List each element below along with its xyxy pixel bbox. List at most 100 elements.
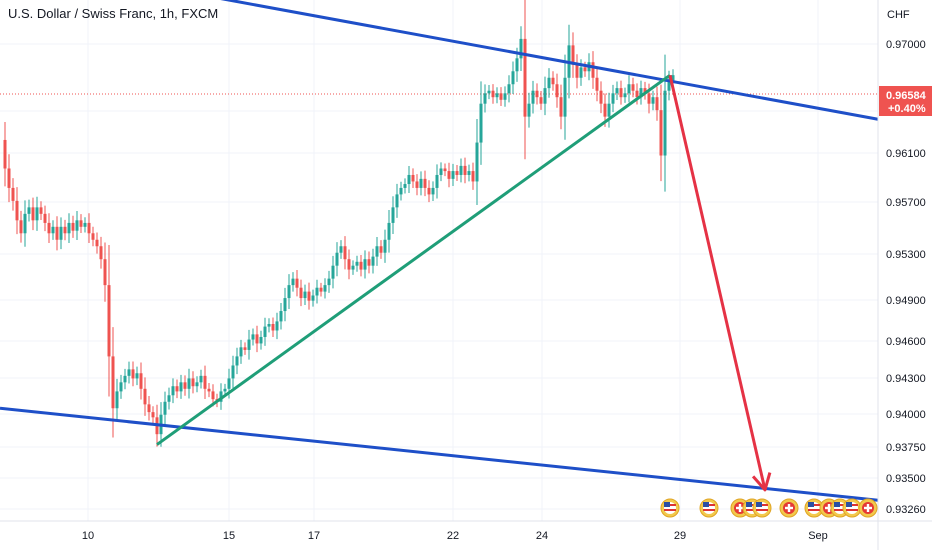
x-tick-label: 29 (674, 530, 686, 542)
candle-body (607, 103, 611, 117)
candle-body (271, 324, 275, 331)
currency-label: CHF (887, 9, 910, 21)
swiss-flag-icon[interactable] (779, 498, 799, 518)
trend-line (156, 73, 671, 446)
candle-body (551, 77, 555, 85)
candle-body (319, 287, 323, 292)
candle-body (139, 373, 143, 389)
candle-body (643, 88, 647, 94)
candle-body (203, 375, 207, 389)
candle-body (603, 103, 607, 117)
candle-body (291, 278, 295, 286)
candle-body (579, 67, 583, 78)
candle-body (623, 93, 627, 98)
candle-body (207, 388, 211, 392)
candle-body (59, 226, 63, 240)
candle-body (247, 339, 251, 350)
candle-body (527, 103, 531, 117)
candle-body (651, 97, 655, 104)
candle-body (631, 84, 635, 91)
y-tick-label: 0.94600 (886, 336, 926, 348)
candle-body (459, 165, 463, 175)
projection-arrow (668, 74, 767, 491)
candle-body (299, 287, 303, 299)
candle-body (491, 90, 495, 98)
candle-body (407, 174, 411, 185)
x-tick-label: 10 (82, 530, 94, 542)
candle-body (403, 184, 407, 188)
candle-body (103, 259, 107, 286)
last-price-badge: 0.96584 +0.40% (879, 86, 932, 116)
candle-body (223, 388, 227, 392)
candle-body (667, 80, 671, 91)
swiss-flag-icon[interactable] (858, 498, 878, 518)
projection-arrowhead (751, 472, 772, 492)
candle-body (519, 38, 523, 59)
candle-body (423, 178, 427, 188)
candle-body (447, 171, 451, 179)
candle-body (339, 246, 343, 253)
candle-body (119, 382, 123, 392)
candle-body (323, 285, 327, 292)
candle-body (95, 239, 99, 247)
candle-body (435, 174, 439, 188)
candle-body (287, 285, 291, 299)
candle-body (599, 90, 603, 104)
candle-body (35, 207, 39, 221)
candle-body (147, 404, 151, 413)
us-flag-icon[interactable] (752, 498, 772, 518)
candle-body (619, 88, 623, 98)
candle-body (371, 256, 375, 266)
candle-body (635, 90, 639, 98)
candle-body (359, 261, 363, 270)
candle-body (275, 321, 279, 331)
candle-body (43, 213, 47, 223)
candle-body (571, 45, 575, 65)
candle-body (31, 207, 35, 221)
candle-body (595, 77, 599, 91)
candle-body (327, 278, 331, 286)
us-flag-icon[interactable] (804, 498, 824, 518)
candle-body (471, 171, 475, 182)
event-markers (660, 498, 878, 518)
candle-body (547, 77, 551, 89)
us-flag-icon[interactable] (699, 498, 719, 518)
candle-body (187, 378, 191, 389)
y-tick-label: 0.94300 (886, 373, 926, 385)
last-price-value: 0.96584 (886, 90, 927, 102)
candle-body (131, 369, 135, 379)
candle-body (331, 265, 335, 279)
candle-body (467, 171, 471, 175)
candle-body (455, 171, 459, 175)
us-flag-icon[interactable] (660, 498, 680, 518)
candle-body (615, 88, 619, 94)
candle-body (563, 77, 567, 117)
candle-body (559, 97, 563, 117)
candle-body (335, 252, 339, 266)
candle-body (39, 207, 43, 214)
y-tick-label: 0.97000 (886, 39, 926, 51)
candle-body (443, 168, 447, 172)
candle-body (343, 246, 347, 260)
candle-body (531, 90, 535, 104)
candle-body (427, 187, 431, 195)
channel-upper-line (220, 0, 879, 121)
candle-body (67, 222, 71, 234)
candle-body (655, 97, 659, 111)
us-flag-icon[interactable] (842, 498, 862, 518)
candle-body (263, 326, 267, 337)
candle-body (267, 324, 271, 327)
x-tick-label: 15 (223, 530, 235, 542)
y-tick-label: 0.94900 (886, 295, 926, 307)
candle-body (283, 298, 287, 312)
candle-body (15, 200, 19, 221)
candle-body (483, 93, 487, 104)
candle-body (575, 64, 579, 78)
candle-body (87, 222, 91, 234)
candle-body (475, 142, 479, 182)
candle-body (307, 291, 311, 301)
time-axis[interactable]: 10 15 17 22 24 29 Sep (82, 530, 828, 542)
candle-body (71, 222, 75, 231)
